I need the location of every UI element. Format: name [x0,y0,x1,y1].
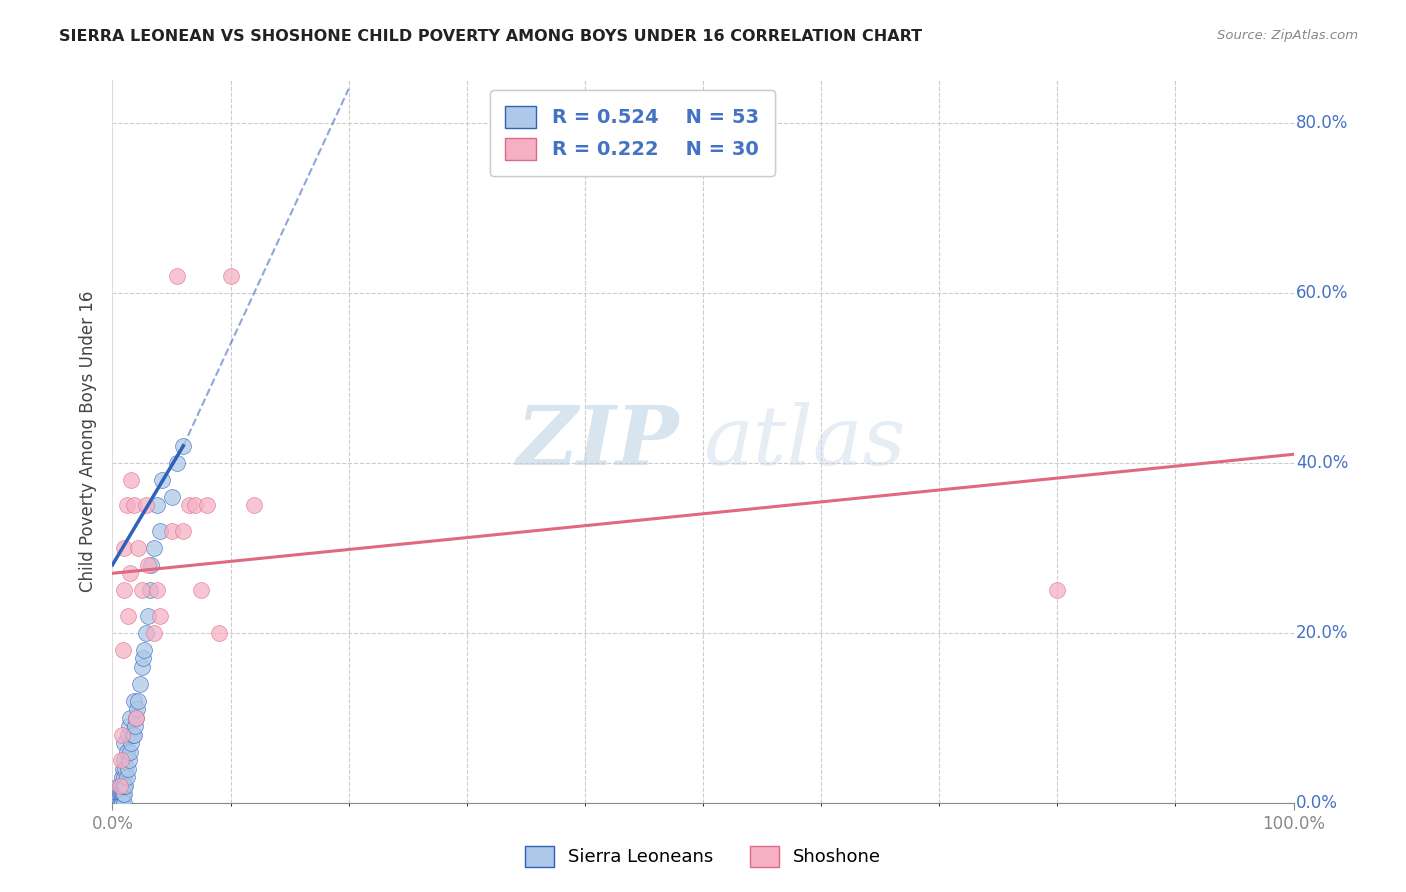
Point [135,625,157,640]
Point [107,779,129,793]
Point [146,583,169,598]
Point [131,660,153,674]
Point [108,796,131,810]
Text: Source: ZipAtlas.com: Source: ZipAtlas.com [1218,29,1358,43]
Point [208,625,231,640]
Point [127,702,149,716]
Point [108,787,131,801]
Point [120,736,142,750]
Point [112,787,135,801]
Point [166,456,188,470]
Point [127,694,149,708]
Point [142,625,165,640]
Text: 60.0%: 60.0% [1296,284,1348,301]
Point [166,268,188,283]
Point [150,473,173,487]
Point [107,796,129,810]
Point [219,268,242,283]
Point [146,498,169,512]
Point [190,583,212,598]
Point [110,796,132,810]
Point [111,728,134,742]
Point [160,490,183,504]
Point [136,558,159,572]
Text: 20.0%: 20.0% [1296,624,1348,642]
Point [142,541,165,555]
Point [134,642,156,657]
Point [120,745,142,759]
Point [112,762,135,776]
Point [120,711,142,725]
Point [118,719,141,733]
Point [1046,583,1069,598]
Point [111,796,134,810]
Point [112,541,135,555]
Point [125,711,148,725]
Point [110,779,132,793]
Point [111,770,134,784]
Point [108,779,131,793]
Text: 0.0%: 0.0% [1296,794,1337,812]
Point [115,498,138,512]
Point [120,473,142,487]
Point [115,745,138,759]
Point [122,498,145,512]
Point [111,787,134,801]
Point [110,787,132,801]
Point [118,753,141,767]
Text: ZIP: ZIP [517,401,679,482]
Point [172,524,194,538]
Point [114,762,136,776]
Point [124,719,146,733]
Point [184,498,207,512]
Point [125,711,148,725]
Point [122,694,145,708]
Point [139,583,162,598]
Point [121,728,143,742]
Point [117,728,139,742]
Text: 80.0%: 80.0% [1296,114,1348,132]
Point [160,524,183,538]
Text: SIERRA LEONEAN VS SHOSHONE CHILD POVERTY AMONG BOYS UNDER 16 CORRELATION CHART: SIERRA LEONEAN VS SHOSHONE CHILD POVERTY… [59,29,922,45]
Point [141,558,163,572]
Point [107,787,129,801]
Point [135,498,157,512]
Point [172,439,194,453]
Point [114,779,136,793]
Text: 40.0%: 40.0% [1296,454,1348,472]
Point [112,770,135,784]
Point [149,608,172,623]
Point [112,796,135,810]
Point [110,753,132,767]
Point [132,651,155,665]
Point [112,753,135,767]
Y-axis label: Child Poverty Among Boys Under 16: Child Poverty Among Boys Under 16 [79,291,97,592]
Point [195,498,218,512]
Point [112,779,135,793]
Legend: Sierra Leoneans, Shoshone: Sierra Leoneans, Shoshone [517,838,889,874]
Point [136,608,159,623]
Point [128,677,150,691]
Text: atlas: atlas [703,401,905,482]
Point [117,608,139,623]
Point [179,498,201,512]
Point [112,642,135,657]
Point [117,762,139,776]
Point [120,566,142,581]
Point [131,583,153,598]
Point [149,524,172,538]
Point [112,787,135,801]
Point [112,779,135,793]
Point [243,498,266,512]
Point [127,541,149,555]
Point [122,728,145,742]
Point [112,583,135,598]
Legend: R = 0.524    N = 53, R = 0.222    N = 30: R = 0.524 N = 53, R = 0.222 N = 30 [489,90,775,176]
Point [112,736,135,750]
Point [115,770,138,784]
